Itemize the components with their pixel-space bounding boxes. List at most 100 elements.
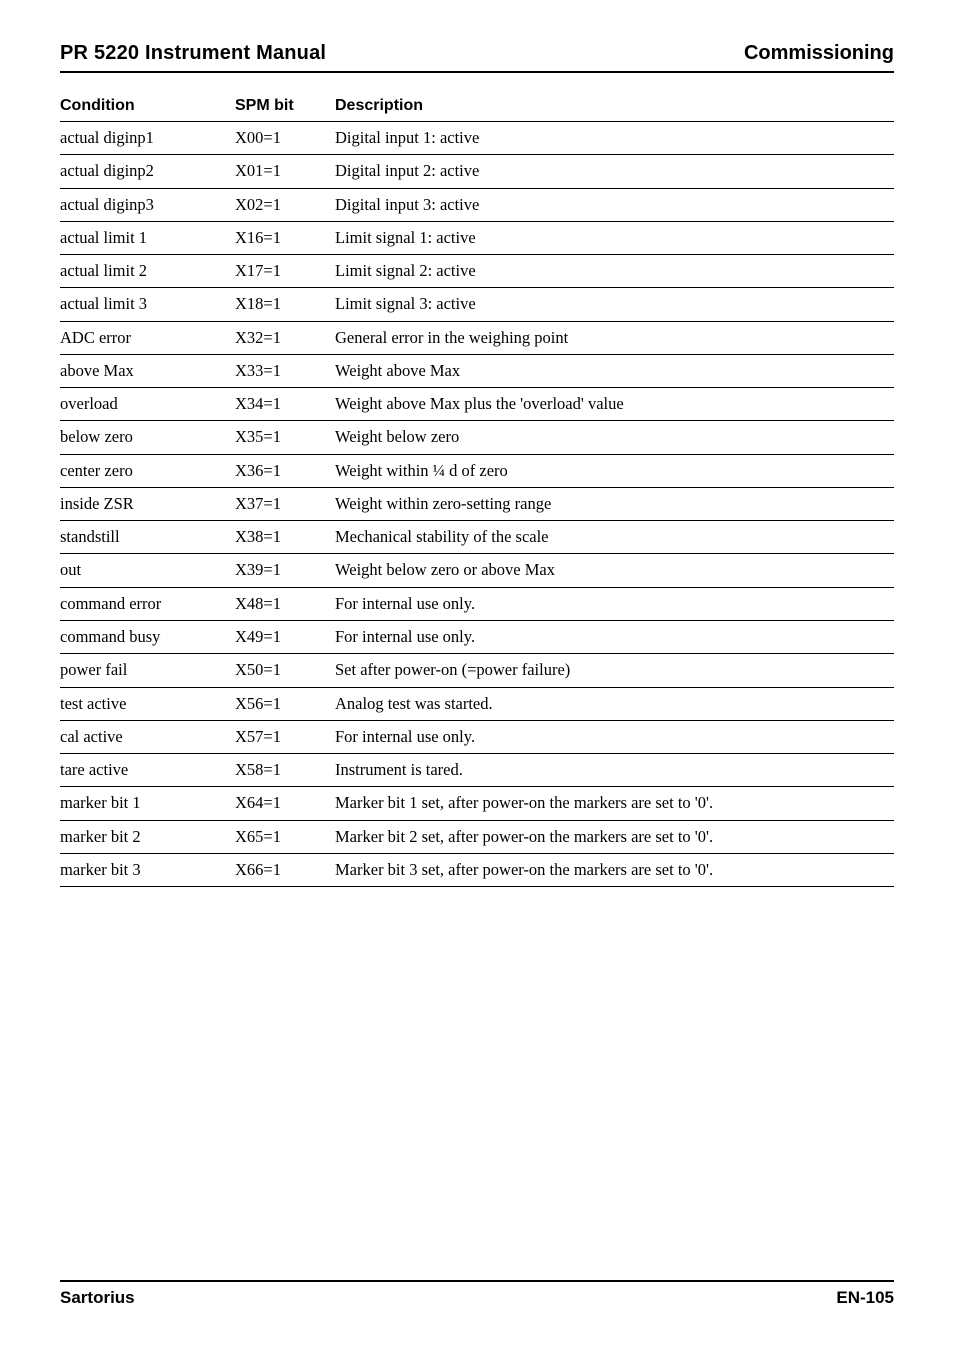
cell-spm-bit: X50=1 bbox=[235, 654, 335, 687]
table-row: marker bit 1X64=1Marker bit 1 set, after… bbox=[60, 787, 894, 820]
cell-condition: above Max bbox=[60, 354, 235, 387]
cell-spm-bit: X39=1 bbox=[235, 554, 335, 587]
cell-description: Digital input 2: active bbox=[335, 155, 894, 188]
cell-spm-bit: X57=1 bbox=[235, 720, 335, 753]
table-row: actual diginp1X00=1Digital input 1: acti… bbox=[60, 122, 894, 155]
cell-description: Instrument is tared. bbox=[335, 754, 894, 787]
cell-condition: marker bit 1 bbox=[60, 787, 235, 820]
table-row: actual limit 2X17=1Limit signal 2: activ… bbox=[60, 255, 894, 288]
cell-description: Weight below zero or above Max bbox=[335, 554, 894, 587]
cell-description: Marker bit 3 set, after power-on the mar… bbox=[335, 853, 894, 886]
cell-description: Limit signal 2: active bbox=[335, 255, 894, 288]
cell-description: Marker bit 1 set, after power-on the mar… bbox=[335, 787, 894, 820]
table-row: overloadX34=1Weight above Max plus the '… bbox=[60, 388, 894, 421]
cell-description: Limit signal 1: active bbox=[335, 221, 894, 254]
table-row: outX39=1Weight below zero or above Max bbox=[60, 554, 894, 587]
cell-description: Set after power-on (=power failure) bbox=[335, 654, 894, 687]
cell-description: Marker bit 2 set, after power-on the mar… bbox=[335, 820, 894, 853]
cell-condition: command error bbox=[60, 587, 235, 620]
table-row: center zeroX36=1Weight within ¼ d of zer… bbox=[60, 454, 894, 487]
cell-description: Limit signal 3: active bbox=[335, 288, 894, 321]
table-row: actual diginp3X02=1Digital input 3: acti… bbox=[60, 188, 894, 221]
table-row: power failX50=1Set after power-on (=powe… bbox=[60, 654, 894, 687]
cell-spm-bit: X65=1 bbox=[235, 820, 335, 853]
cell-condition: out bbox=[60, 554, 235, 587]
cell-condition: actual limit 1 bbox=[60, 221, 235, 254]
cell-spm-bit: X02=1 bbox=[235, 188, 335, 221]
cell-description: Mechanical stability of the scale bbox=[335, 521, 894, 554]
cell-spm-bit: X17=1 bbox=[235, 255, 335, 288]
cell-condition: ADC error bbox=[60, 321, 235, 354]
cell-spm-bit: X34=1 bbox=[235, 388, 335, 421]
cell-spm-bit: X66=1 bbox=[235, 853, 335, 886]
cell-condition: marker bit 2 bbox=[60, 820, 235, 853]
cell-spm-bit: X36=1 bbox=[235, 454, 335, 487]
cell-spm-bit: X18=1 bbox=[235, 288, 335, 321]
cell-description: Digital input 3: active bbox=[335, 188, 894, 221]
cell-condition: command busy bbox=[60, 620, 235, 653]
header-title-right: Commissioning bbox=[744, 42, 894, 65]
page-footer: Sartorius EN-105 bbox=[60, 1280, 894, 1308]
page: PR 5220 Instrument Manual Commissioning … bbox=[0, 0, 954, 887]
col-condition: Condition bbox=[60, 91, 235, 122]
cell-condition: actual limit 2 bbox=[60, 255, 235, 288]
footer-page-number: EN-105 bbox=[836, 1288, 894, 1308]
header-title-left: PR 5220 Instrument Manual bbox=[60, 42, 326, 65]
cell-spm-bit: X38=1 bbox=[235, 521, 335, 554]
cell-spm-bit: X56=1 bbox=[235, 687, 335, 720]
cell-spm-bit: X01=1 bbox=[235, 155, 335, 188]
table-row: standstillX38=1Mechanical stability of t… bbox=[60, 521, 894, 554]
table-row: ADC errorX32=1General error in the weigh… bbox=[60, 321, 894, 354]
cell-description: Weight above Max plus the 'overload' val… bbox=[335, 388, 894, 421]
table-row: marker bit 2X65=1Marker bit 2 set, after… bbox=[60, 820, 894, 853]
cell-description: Digital input 1: active bbox=[335, 122, 894, 155]
col-description: Description bbox=[335, 91, 894, 122]
table-header-row: Condition SPM bit Description bbox=[60, 91, 894, 122]
cell-spm-bit: X37=1 bbox=[235, 487, 335, 520]
cell-spm-bit: X16=1 bbox=[235, 221, 335, 254]
cell-description: For internal use only. bbox=[335, 720, 894, 753]
cell-description: General error in the weighing point bbox=[335, 321, 894, 354]
table-row: command errorX48=1For internal use only. bbox=[60, 587, 894, 620]
cell-spm-bit: X58=1 bbox=[235, 754, 335, 787]
cell-description: Weight above Max bbox=[335, 354, 894, 387]
cell-description: Weight within zero-setting range bbox=[335, 487, 894, 520]
table-row: below zeroX35=1Weight below zero bbox=[60, 421, 894, 454]
cell-spm-bit: X64=1 bbox=[235, 787, 335, 820]
cell-condition: standstill bbox=[60, 521, 235, 554]
cell-spm-bit: X33=1 bbox=[235, 354, 335, 387]
cell-condition: actual diginp3 bbox=[60, 188, 235, 221]
cell-spm-bit: X48=1 bbox=[235, 587, 335, 620]
cell-condition: tare active bbox=[60, 754, 235, 787]
col-spm-bit: SPM bit bbox=[235, 91, 335, 122]
cell-spm-bit: X49=1 bbox=[235, 620, 335, 653]
table-row: test activeX56=1Analog test was started. bbox=[60, 687, 894, 720]
cell-description: For internal use only. bbox=[335, 587, 894, 620]
table-row: inside ZSRX37=1Weight within zero-settin… bbox=[60, 487, 894, 520]
cell-condition: actual limit 3 bbox=[60, 288, 235, 321]
cell-condition: power fail bbox=[60, 654, 235, 687]
table-row: command busyX49=1For internal use only. bbox=[60, 620, 894, 653]
page-header: PR 5220 Instrument Manual Commissioning bbox=[60, 42, 894, 73]
cell-description: Analog test was started. bbox=[335, 687, 894, 720]
condition-table: Condition SPM bit Description actual dig… bbox=[60, 91, 894, 887]
table-row: marker bit 3X66=1Marker bit 3 set, after… bbox=[60, 853, 894, 886]
table-row: actual diginp2X01=1Digital input 2: acti… bbox=[60, 155, 894, 188]
cell-condition: actual diginp2 bbox=[60, 155, 235, 188]
cell-condition: actual diginp1 bbox=[60, 122, 235, 155]
cell-condition: marker bit 3 bbox=[60, 853, 235, 886]
cell-condition: below zero bbox=[60, 421, 235, 454]
table-row: tare activeX58=1Instrument is tared. bbox=[60, 754, 894, 787]
cell-spm-bit: X35=1 bbox=[235, 421, 335, 454]
cell-spm-bit: X00=1 bbox=[235, 122, 335, 155]
cell-description: For internal use only. bbox=[335, 620, 894, 653]
table-row: above MaxX33=1Weight above Max bbox=[60, 354, 894, 387]
table-row: actual limit 3X18=1Limit signal 3: activ… bbox=[60, 288, 894, 321]
cell-description: Weight within ¼ d of zero bbox=[335, 454, 894, 487]
cell-condition: overload bbox=[60, 388, 235, 421]
cell-condition: cal active bbox=[60, 720, 235, 753]
cell-condition: inside ZSR bbox=[60, 487, 235, 520]
cell-description: Weight below zero bbox=[335, 421, 894, 454]
table-row: cal activeX57=1For internal use only. bbox=[60, 720, 894, 753]
cell-spm-bit: X32=1 bbox=[235, 321, 335, 354]
